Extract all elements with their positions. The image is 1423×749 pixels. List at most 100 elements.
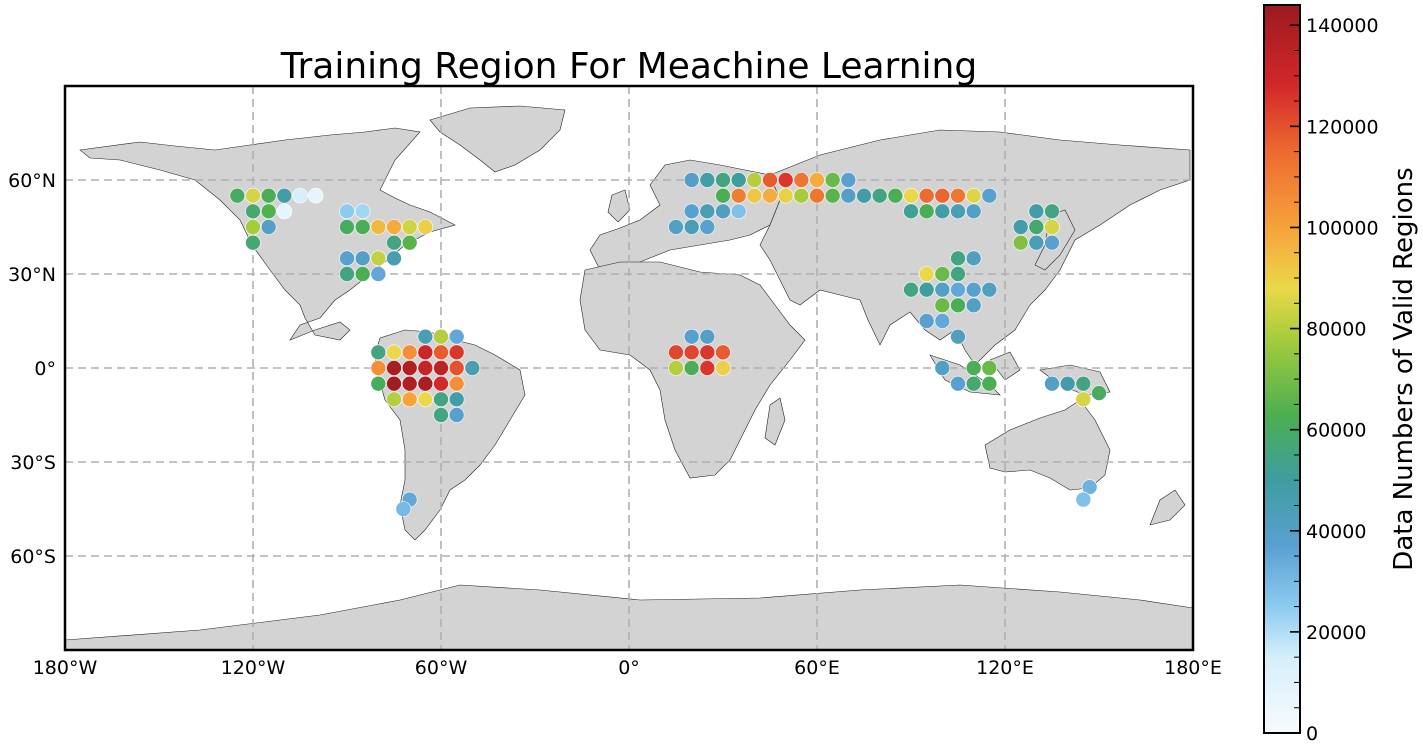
- x-tick-label: 120°W: [221, 657, 286, 679]
- region-point: [401, 360, 418, 376]
- colorbar: 020000400006000080000100000120000140000 …: [1263, 4, 1419, 745]
- region-point: [699, 360, 716, 376]
- region-point: [715, 172, 731, 188]
- region-point: [965, 360, 982, 376]
- region-point: [1075, 391, 1092, 408]
- x-tick-labels: 180°W 120°W 60°W 0° 60°E 120°E 180°E: [33, 657, 1222, 679]
- colorbar-tick-label: 140000: [1306, 15, 1379, 37]
- region-point: [417, 375, 434, 392]
- region-point: [809, 187, 825, 204]
- region-point: [260, 187, 277, 204]
- y-tick-label: 30°N: [8, 264, 56, 286]
- region-point: [965, 375, 982, 392]
- region-point: [699, 328, 716, 345]
- region-point: [950, 203, 966, 220]
- region-point: [918, 187, 935, 204]
- region-point: [715, 187, 731, 204]
- region-point: [918, 281, 935, 298]
- region-point: [370, 360, 387, 376]
- region-point: [981, 187, 998, 204]
- region-point: [1028, 234, 1045, 251]
- region-point: [934, 313, 951, 329]
- region-point: [433, 375, 449, 392]
- region-point: [260, 219, 277, 235]
- region-point: [683, 203, 700, 220]
- region-point: [981, 281, 998, 298]
- region-point: [981, 360, 998, 376]
- colorbar-ticks: 0 20000 40000 60000 80000 100000 120000 140000: [1290, 15, 1379, 745]
- region-point: [746, 187, 763, 204]
- region-point: [715, 360, 731, 376]
- region-point: [401, 219, 418, 235]
- region-point: [401, 344, 418, 361]
- region-point: [448, 360, 465, 376]
- colorbar-gradient: [1263, 4, 1301, 734]
- region-point: [401, 375, 418, 392]
- region-point: [354, 219, 371, 235]
- region-point: [370, 375, 387, 392]
- region-point: [1044, 234, 1060, 251]
- region-point: [683, 344, 700, 361]
- region-point: [245, 187, 261, 204]
- y-tick-label: 60°N: [8, 170, 56, 192]
- region-point: [903, 203, 919, 220]
- land-greenland: [429, 105, 566, 173]
- region-point: [793, 187, 810, 204]
- x-tick-label: 180°E: [1164, 657, 1222, 679]
- region-point: [934, 281, 951, 298]
- region-point: [1028, 203, 1045, 220]
- region-point: [433, 328, 449, 345]
- region-point: [699, 219, 716, 235]
- x-tick-label: 60°W: [415, 657, 468, 679]
- region-point: [777, 187, 794, 204]
- region-point: [386, 344, 402, 361]
- region-point: [370, 219, 387, 235]
- colorbar-tick-label: 60000: [1306, 420, 1366, 442]
- region-point: [730, 172, 747, 188]
- region-point: [339, 219, 355, 235]
- region-point: [1028, 219, 1045, 235]
- y-tick-label: 60°S: [10, 546, 56, 568]
- x-tick-label: 60°E: [794, 657, 840, 679]
- region-point: [1059, 375, 1076, 392]
- region-point: [307, 187, 324, 204]
- region-point: [934, 360, 951, 376]
- colorbar-tick-label: 40000: [1306, 521, 1366, 543]
- region-point: [1075, 375, 1092, 392]
- region-point: [417, 219, 434, 235]
- region-point: [276, 187, 293, 204]
- region-point: [699, 344, 716, 361]
- region-point: [762, 172, 778, 188]
- region-point: [746, 172, 763, 188]
- x-tick-label: 120°E: [976, 657, 1034, 679]
- region-point: [433, 344, 449, 361]
- region-point: [903, 281, 919, 298]
- region-point: [339, 203, 355, 220]
- region-point: [840, 172, 857, 188]
- region-point: [699, 203, 716, 220]
- region-point: [699, 172, 716, 188]
- region-point: [401, 391, 418, 408]
- region-point: [668, 219, 684, 235]
- region-point: [871, 187, 888, 204]
- colorbar-tick-label: 100000: [1306, 217, 1379, 239]
- x-tick-label: 180°W: [33, 657, 98, 679]
- region-point: [730, 187, 747, 204]
- region-point: [386, 375, 402, 392]
- region-point: [950, 250, 966, 267]
- region-point: [1012, 219, 1029, 235]
- region-point: [417, 328, 434, 345]
- colorbar-tick-label: 0: [1306, 723, 1318, 745]
- region-point: [668, 344, 684, 361]
- region-point: [354, 250, 371, 267]
- region-point: [386, 250, 402, 267]
- region-point: [448, 391, 465, 408]
- region-point: [229, 187, 246, 204]
- region-point: [950, 281, 966, 298]
- region-point: [934, 297, 951, 314]
- region-point: [840, 187, 857, 204]
- region-point: [433, 360, 449, 376]
- region-point: [950, 328, 966, 345]
- region-point: [1091, 385, 1107, 401]
